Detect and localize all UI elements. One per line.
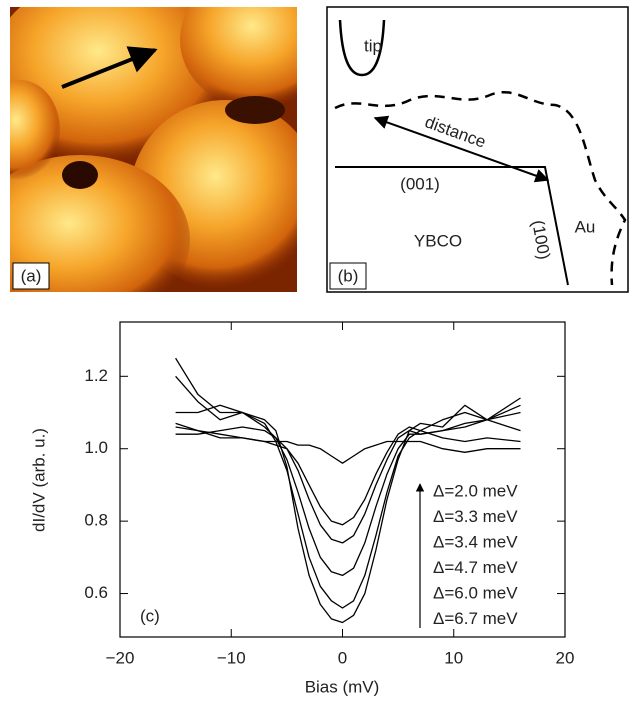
legend-entry: Δ=6.0 meV <box>433 583 518 602</box>
y-tick-label: 0.6 <box>84 583 108 602</box>
legend-entry: Δ=6.7 meV <box>433 609 518 628</box>
material-label: YBCO <box>414 231 462 250</box>
face-label: (001) <box>400 174 440 193</box>
x-tick-label: 20 <box>556 648 575 667</box>
direction-arrow <box>61 46 158 89</box>
x-axis-title: Bias (mV) <box>305 677 380 696</box>
panel-label: (b) <box>338 266 359 285</box>
legend-entry: Δ=3.4 meV <box>433 532 518 551</box>
au-surface <box>334 90 627 286</box>
y-axis-title: dI/dV (arb. u.) <box>29 428 48 532</box>
label-box <box>329 262 367 290</box>
x-tick-label: 0 <box>338 648 347 667</box>
chart: (c) Bias (mV) dI/dV (arb. u.) −20 −10 0 10 2… <box>29 321 575 696</box>
material-label: Au <box>575 217 596 236</box>
legend-entry: Δ=2.0 meV <box>433 481 518 500</box>
tip-label: tip <box>364 36 382 55</box>
stm-image <box>10 7 297 292</box>
legend-entry: Δ=4.7 meV <box>433 558 518 577</box>
y-tick-label: 0.8 <box>84 511 108 530</box>
x-tick-label: −10 <box>217 648 246 667</box>
y-tick-label: 1.2 <box>84 366 108 385</box>
x-tick-label: 10 <box>444 648 463 667</box>
data-line <box>175 357 521 624</box>
x-tick-label: −20 <box>106 648 135 667</box>
distance-arrow <box>373 115 550 183</box>
panel-label: (c) <box>140 606 160 625</box>
panel-label: (a) <box>21 266 42 285</box>
y-tick-label: 1.0 <box>84 438 108 457</box>
data-line <box>175 397 521 577</box>
tip-shape <box>338 19 386 77</box>
label-box <box>12 262 50 290</box>
data-line <box>175 375 521 609</box>
legend-entry: Δ=3.3 meV <box>433 507 518 526</box>
